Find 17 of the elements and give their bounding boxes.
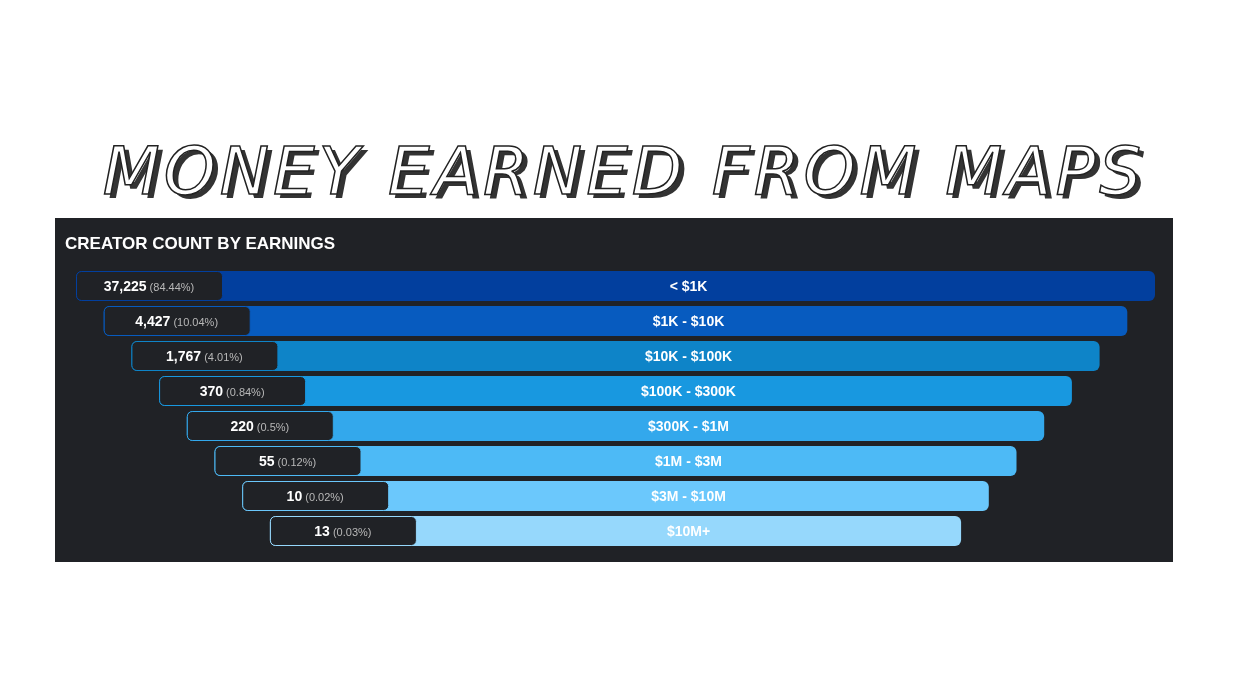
category-label: $1K - $10K: [652, 313, 725, 329]
data-label: 10 (0.02%): [286, 488, 344, 504]
category-label: $10M+: [666, 523, 711, 539]
category-label: $10K - $100K: [644, 348, 733, 364]
data-label: 4,427 (10.04%): [135, 313, 219, 329]
data-label: 220 (0.5%): [230, 418, 290, 434]
data-label: 370 (0.84%): [199, 383, 265, 399]
data-label: 55 (0.12%): [258, 453, 317, 469]
category-label: $1M - $3M: [655, 453, 722, 469]
category-label: $300K - $1M: [648, 418, 729, 434]
category-label: $100K - $300K: [641, 383, 736, 399]
data-label: 13 (0.03%): [314, 523, 372, 539]
category-label: < $1K: [669, 278, 708, 294]
text: CREATOR COUNT BY EARNINGS: [65, 234, 336, 253]
data-label: 1,767 (4.01%): [166, 348, 243, 364]
data-label: 37,225 (84.44%): [103, 278, 195, 294]
category-label: $3M - $10M: [651, 488, 726, 504]
